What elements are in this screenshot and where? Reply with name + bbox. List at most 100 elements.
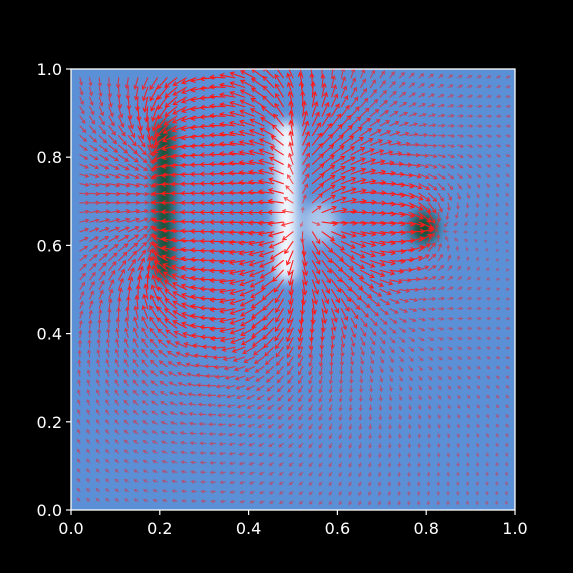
vector-arrow: [318, 462, 323, 468]
vector-arrow: [287, 414, 294, 420]
vector-arrow: [142, 420, 149, 425]
vector-arrow: [486, 267, 490, 271]
vector-arrow: [331, 145, 345, 156]
vector-arrow: [219, 499, 226, 504]
vector-arrow: [209, 336, 226, 342]
vector-arrow: [457, 163, 464, 169]
vector-arrow: [418, 337, 425, 342]
vector-arrow: [339, 365, 344, 376]
vector-arrow: [222, 356, 236, 362]
vector-arrow: [79, 86, 84, 96]
vector-arrow: [123, 449, 129, 454]
vector-arrow: [277, 394, 284, 402]
vector-arrow: [389, 161, 404, 167]
vector-arrow: [486, 375, 491, 379]
vector-arrow: [228, 130, 246, 137]
vector-arrow: [369, 119, 381, 127]
vector-arrow: [89, 191, 101, 196]
vector-arrow: [258, 240, 275, 247]
vector-arrow: [141, 304, 149, 319]
vector-arrow: [348, 394, 353, 403]
vector-arrow: [172, 300, 187, 310]
vector-arrow: [89, 182, 100, 188]
vector-arrow: [133, 488, 139, 493]
vector-arrow: [197, 402, 207, 407]
vector-arrow: [150, 370, 158, 377]
vector-arrow: [428, 154, 438, 159]
vector-arrow: [350, 188, 367, 194]
vector-arrow: [250, 288, 265, 298]
vector-arrow: [505, 346, 511, 350]
vector-arrow: [266, 385, 275, 392]
vector-arrow: [358, 442, 362, 449]
vector-arrow: [504, 221, 508, 226]
vector-arrow: [328, 481, 333, 487]
vector-arrow: [123, 389, 129, 396]
vector-arrow: [360, 107, 370, 117]
vector-arrow: [321, 288, 330, 305]
vector-arrow: [161, 460, 168, 464]
vector-arrow: [504, 491, 508, 496]
vector-arrow: [189, 431, 197, 436]
vector-arrow: [457, 265, 462, 271]
vector-arrow: [389, 365, 394, 373]
vector-arrow: [229, 298, 246, 306]
vector-arrow: [258, 481, 265, 485]
vector-arrow: [368, 404, 373, 412]
vector-arrow: [311, 90, 317, 108]
vector-arrow: [235, 385, 246, 390]
vector-arrow: [134, 86, 139, 101]
vector-arrow: [288, 141, 294, 156]
vector-arrow: [219, 327, 236, 334]
vector-arrow: [466, 134, 474, 138]
vector-arrow: [236, 404, 246, 409]
vector-arrow: [76, 448, 81, 454]
vector-arrow: [505, 268, 510, 272]
vector-arrow: [123, 379, 129, 387]
vector-arrow: [275, 83, 284, 98]
vector-arrow: [79, 144, 88, 151]
vector-arrow: [197, 392, 207, 397]
vector-arrow: [418, 112, 427, 117]
vector-arrow: [77, 409, 81, 416]
vector-arrow: [288, 152, 294, 165]
vector-arrow: [408, 317, 417, 322]
vector-arrow: [418, 317, 427, 322]
vector-arrow: [466, 452, 470, 458]
vector-arrow: [268, 452, 275, 457]
vector-arrow: [369, 139, 384, 146]
vector-arrow: [360, 288, 373, 299]
vector-arrow: [417, 491, 421, 497]
vector-arrow: [457, 154, 464, 159]
vector-arrow: [457, 375, 462, 380]
vector-arrow: [89, 135, 98, 143]
vector-arrow: [495, 471, 499, 477]
vector-arrow: [463, 230, 468, 234]
vector-arrow: [368, 423, 373, 431]
vector-arrow: [142, 430, 149, 435]
vector-arrow: [408, 414, 412, 420]
vector-arrow: [200, 499, 207, 503]
vector-arrow: [114, 348, 120, 358]
vector-arrow: [505, 423, 509, 428]
vector-arrow: [379, 100, 388, 108]
vector-arrow: [174, 341, 187, 348]
vector-arrow: [360, 337, 366, 347]
vector-arrow: [389, 298, 400, 304]
vector-arrow: [269, 500, 275, 504]
vector-arrow: [298, 317, 304, 335]
vector-arrow: [151, 420, 158, 425]
vector-arrow: [311, 250, 321, 266]
vector-arrow: [229, 499, 236, 504]
vector-arrow: [311, 221, 321, 226]
vector-arrow: [142, 96, 149, 113]
vector-arrow: [331, 113, 342, 127]
vector-arrow: [86, 399, 91, 406]
vector-arrow: [486, 394, 490, 399]
vector-arrow: [123, 369, 129, 377]
vector-arrow: [408, 211, 424, 220]
vector-arrow: [311, 231, 321, 245]
vector-arrow: [218, 451, 226, 456]
vector-arrow: [162, 125, 178, 134]
vector-arrow: [476, 94, 483, 99]
